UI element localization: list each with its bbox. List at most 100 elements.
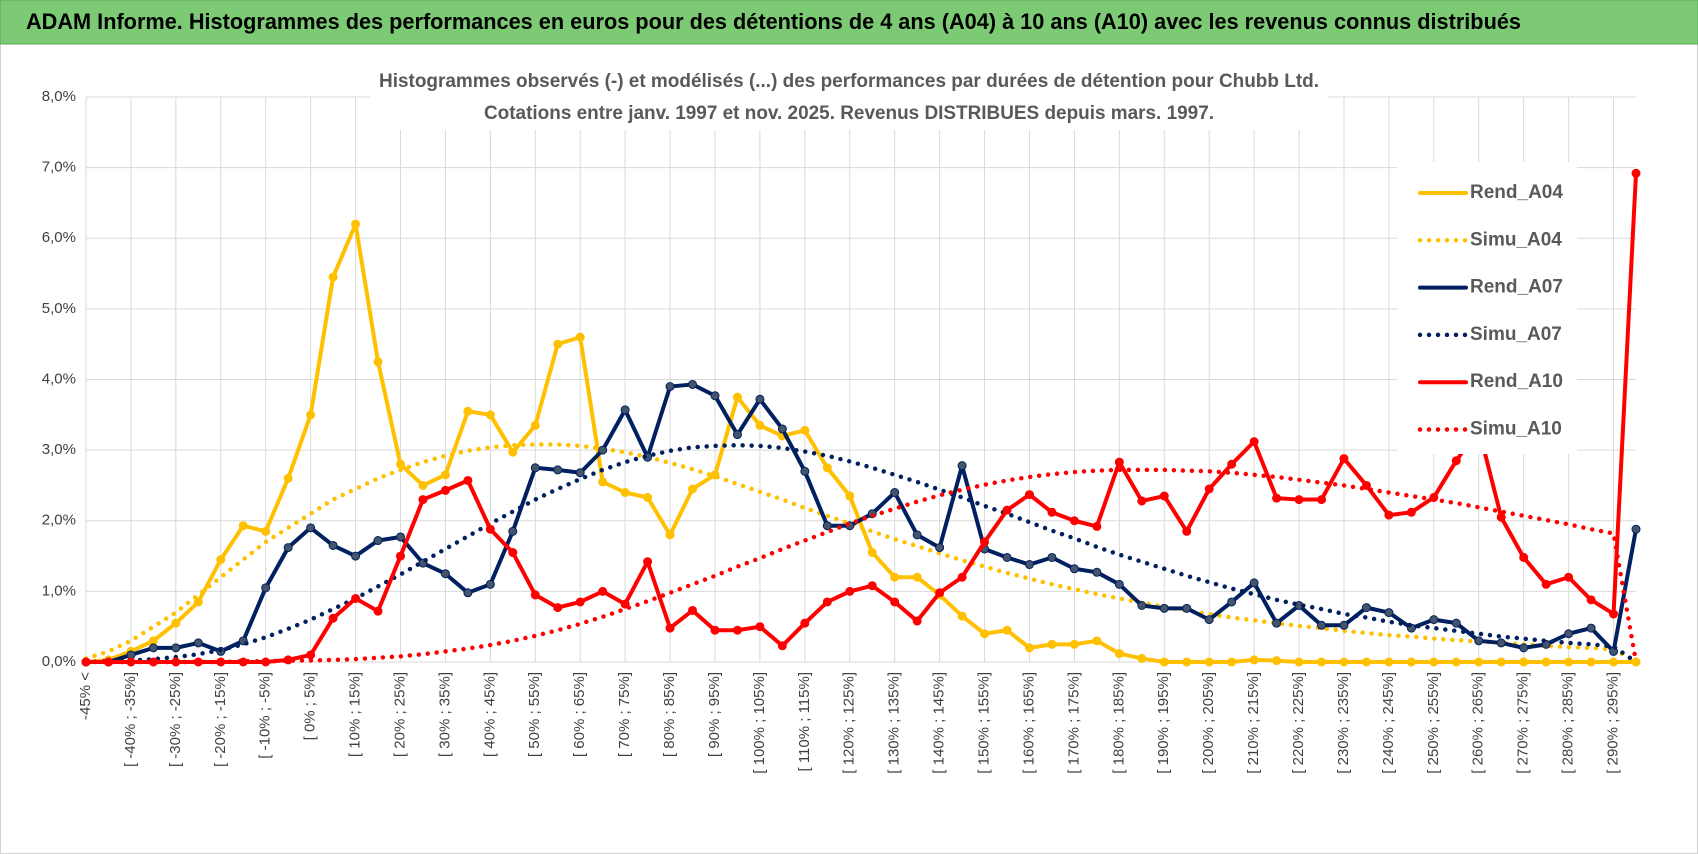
point-marker xyxy=(890,572,900,582)
point-marker xyxy=(373,536,383,546)
point-marker xyxy=(463,588,473,598)
point-marker xyxy=(395,532,405,542)
point-marker xyxy=(530,590,540,600)
point-marker xyxy=(328,540,338,550)
point-marker xyxy=(1317,495,1327,505)
point-marker xyxy=(1204,657,1214,667)
point-marker xyxy=(1631,657,1641,667)
point-marker xyxy=(418,480,428,490)
point-marker xyxy=(957,611,967,621)
point-marker xyxy=(1227,657,1237,667)
point-marker xyxy=(1114,649,1124,659)
point-marker xyxy=(1564,629,1574,639)
point-marker xyxy=(440,569,450,579)
legend-label: Rend_A10 xyxy=(1470,371,1563,392)
x-tick-label: [ 10% ; 15%] xyxy=(347,672,364,757)
point-marker xyxy=(1272,618,1282,628)
point-marker xyxy=(845,586,855,596)
point-marker xyxy=(912,572,922,582)
x-tick-label: [ 280% ; 285%] xyxy=(1560,672,1577,774)
point-marker xyxy=(351,551,361,561)
point-marker xyxy=(1361,657,1371,667)
x-tick-label: [ 70% ; 75%] xyxy=(616,672,633,757)
x-tick-label: [ 40% ; 45%] xyxy=(481,672,498,757)
point-marker xyxy=(1317,620,1327,630)
point-marker xyxy=(328,272,338,282)
point-marker xyxy=(1002,625,1012,635)
point-marker xyxy=(732,430,742,440)
x-tick-label: [ -40% ; -35%] xyxy=(122,672,139,767)
point-marker xyxy=(373,606,383,616)
point-marker xyxy=(935,543,945,553)
x-tick-label: [ 50% ; 55%] xyxy=(526,672,543,757)
point-marker xyxy=(912,616,922,626)
point-marker xyxy=(1294,657,1304,667)
header-bar xyxy=(0,0,1698,45)
point-marker xyxy=(216,555,226,565)
model-line xyxy=(83,442,1639,665)
point-marker xyxy=(1024,560,1034,570)
point-marker xyxy=(575,468,585,478)
x-tick-label: [ -10% ; -5%] xyxy=(257,672,274,759)
point-marker xyxy=(643,492,653,502)
point-marker xyxy=(395,551,405,561)
x-tick-label: [ 160% ; 165%] xyxy=(1020,672,1037,774)
point-marker xyxy=(373,357,383,367)
point-marker xyxy=(1519,657,1529,667)
point-marker xyxy=(328,613,338,623)
chart-title: Histogrammes observés (-) et modélisés (… xyxy=(379,71,1319,92)
x-tick-label: [ 230% ; 235%] xyxy=(1335,672,1352,774)
point-marker xyxy=(530,420,540,430)
point-marker xyxy=(1069,564,1079,574)
point-marker xyxy=(598,477,608,487)
x-tick-label: [ 0% ; 5%] xyxy=(302,672,319,740)
x-tick-label: [ 170% ; 175%] xyxy=(1065,672,1082,774)
x-tick-label: [ 150% ; 155%] xyxy=(976,672,993,774)
point-marker xyxy=(1631,168,1641,178)
point-marker xyxy=(620,405,630,415)
point-marker xyxy=(1092,636,1102,646)
point-marker xyxy=(755,622,765,632)
point-marker xyxy=(1451,456,1461,466)
point-marker xyxy=(957,572,967,582)
point-marker xyxy=(1294,495,1304,505)
point-marker xyxy=(1182,603,1192,613)
point-marker xyxy=(440,470,450,480)
point-marker xyxy=(1092,521,1102,531)
point-marker xyxy=(1159,603,1169,613)
point-marker xyxy=(1361,603,1371,613)
x-tick-label: [ 190% ; 195%] xyxy=(1155,672,1172,774)
point-marker xyxy=(777,641,787,651)
point-marker xyxy=(800,618,810,628)
y-tick-label: 8,0% xyxy=(42,88,76,105)
point-marker xyxy=(1519,643,1529,653)
point-marker xyxy=(1114,579,1124,589)
x-tick-label: [ 260% ; 265%] xyxy=(1470,672,1487,774)
point-marker xyxy=(1474,657,1484,667)
header-title: ADAM Informe. Histogrammes des performan… xyxy=(26,9,1521,34)
point-marker xyxy=(665,623,675,633)
x-tick-label: [ 110% ; 115%] xyxy=(796,672,813,772)
point-marker xyxy=(1609,609,1619,619)
observed-line xyxy=(84,222,1638,664)
point-marker xyxy=(508,447,518,457)
y-tick-label: 5,0% xyxy=(42,300,76,317)
point-marker xyxy=(553,465,563,475)
point-marker xyxy=(1474,636,1484,646)
point-marker xyxy=(822,463,832,473)
point-marker xyxy=(1137,496,1147,506)
point-marker xyxy=(1227,459,1237,469)
point-marker xyxy=(193,638,203,648)
x-tick-label: [ 140% ; 145%] xyxy=(931,672,948,774)
point-marker xyxy=(1002,505,1012,515)
point-marker xyxy=(732,392,742,402)
point-marker xyxy=(553,339,563,349)
point-marker xyxy=(710,391,720,401)
point-marker xyxy=(845,491,855,501)
point-marker xyxy=(1317,657,1327,667)
point-marker xyxy=(1249,578,1259,588)
point-marker xyxy=(867,548,877,558)
y-tick-label: 0,0% xyxy=(42,653,76,670)
point-marker xyxy=(1586,657,1596,667)
